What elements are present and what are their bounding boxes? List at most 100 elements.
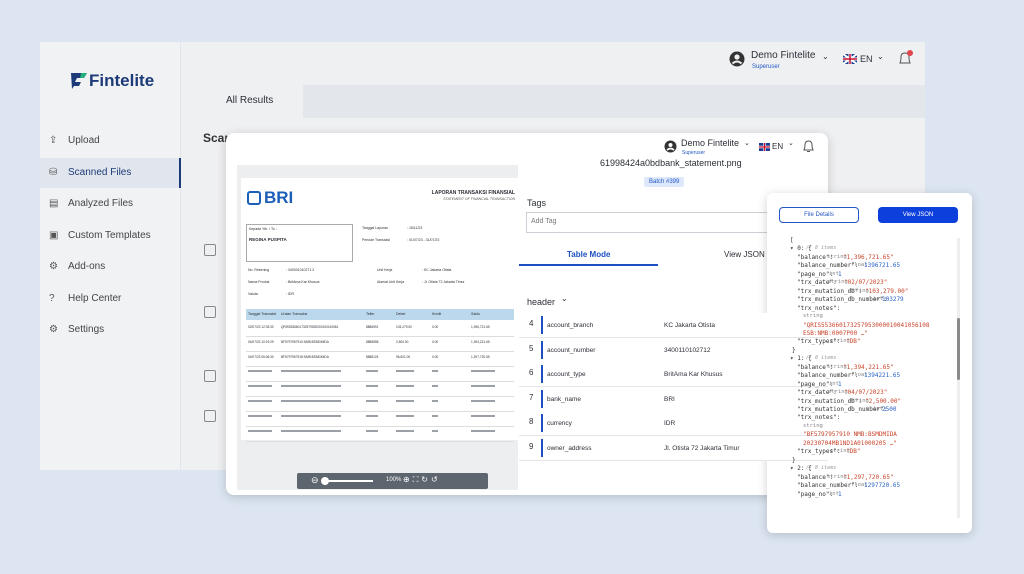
zoom-level: 100% (386, 477, 402, 483)
cell-placeholder (471, 385, 495, 387)
json-type: string (849, 287, 869, 294)
doc-field-label: No. Rekening (248, 268, 270, 272)
menu-icon[interactable]: ⇪ (49, 135, 58, 146)
language[interactable]: EN (860, 54, 873, 64)
menu-icon[interactable]: ▤ (49, 198, 59, 209)
cell: 0.00 (432, 340, 439, 344)
json-note: // 8 items (806, 355, 837, 362)
menu-icon[interactable]: ? (49, 292, 55, 304)
user-name: Demo Fintelite (681, 138, 740, 148)
json-type: int (829, 380, 839, 387)
json-key: "trx_types": (797, 338, 841, 346)
json-key: "balance": (797, 473, 834, 481)
json-type: string (830, 448, 850, 455)
json-object[interactable]: ▾ 1: { (790, 355, 812, 363)
zoom-slider[interactable] (323, 480, 373, 482)
menu-item[interactable]: Settings (68, 324, 105, 335)
json-value: "1,394,221.65" (843, 363, 894, 371)
button[interactable]: View JSON (878, 207, 958, 223)
json-key: "balance": (797, 253, 834, 261)
checkbox[interactable] (204, 244, 216, 256)
tab[interactable] (192, 85, 303, 118)
cell: 04/07/23 06:06:30 (248, 355, 274, 359)
tab-bar (192, 85, 925, 118)
json-key: "trx_date": (797, 389, 837, 397)
menu-item[interactable]: Analyzed Files (68, 198, 134, 209)
zoom-out[interactable]: ⊖ (311, 475, 319, 485)
scrollbar-thumb[interactable] (957, 318, 960, 380)
bell-icon[interactable] (802, 139, 815, 153)
menu-icon[interactable]: ⛁ (49, 166, 58, 178)
json-key: "trx_types": (797, 448, 841, 456)
cell-placeholder (248, 430, 272, 432)
json-key: "balance_number": (797, 372, 859, 380)
json-value: "DB" (846, 338, 861, 346)
cell-placeholder (432, 385, 438, 387)
button[interactable]: File Details (779, 207, 859, 223)
chevron[interactable]: ⌄ (788, 140, 794, 147)
chevron[interactable]: ⌄ (877, 52, 884, 61)
chevron[interactable]: ⌄ (744, 140, 750, 147)
json-bracket: [ (790, 237, 794, 244)
cell: 8888124 (366, 355, 379, 359)
json-object[interactable]: ▾ 2: { (790, 465, 812, 473)
language[interactable]: EN (772, 142, 784, 151)
bell-icon[interactable] (896, 50, 914, 68)
menu-icon[interactable]: ▣ (49, 229, 59, 241)
flag-icon[interactable] (759, 143, 770, 151)
row-marker (541, 389, 543, 408)
cell-placeholder (366, 370, 378, 372)
zoom-handle[interactable] (321, 477, 329, 485)
tag-input[interactable] (526, 212, 829, 233)
row-key: owner_address (547, 444, 592, 452)
doc-field-value: : KC Jakarta Otista (422, 268, 452, 272)
json-value: "04/07/2023" (844, 389, 888, 397)
json-type: float (851, 372, 868, 379)
menu-icon[interactable]: ⚙ (49, 324, 58, 335)
cell: 8888558 (366, 340, 379, 344)
row-index: 8 (529, 417, 534, 426)
menu-active-bg[interactable] (40, 157, 181, 188)
menu-item[interactable]: Scanned Files (68, 166, 132, 178)
tab[interactable]: Table Mode (567, 250, 611, 259)
cell-placeholder (471, 415, 495, 417)
cell: 0.00 (432, 355, 439, 359)
column-header: Teller (366, 312, 375, 316)
row-separator (246, 336, 514, 337)
json-value: "1,297,720.65" (843, 473, 894, 481)
checkbox[interactable] (204, 370, 216, 382)
column-header: Tanggal Transaksi (248, 312, 277, 316)
cell-placeholder (396, 400, 414, 402)
row-bg (519, 435, 828, 461)
menu-icon[interactable]: ⚙ (49, 261, 58, 272)
zoom-tools[interactable]: ⊕⛶↻↺ (403, 475, 441, 484)
tab[interactable]: View JSON (724, 250, 765, 259)
row-marker (541, 414, 543, 432)
cell: 04/07/23 10:19:29 (248, 340, 274, 344)
json-type: string (830, 338, 850, 345)
cell-placeholder (366, 385, 378, 387)
row-separator (246, 366, 514, 367)
tag-placeholder[interactable]: Add Tag (531, 218, 557, 225)
checkbox[interactable] (204, 306, 216, 318)
user-icon[interactable] (664, 140, 677, 153)
user-icon[interactable] (729, 51, 745, 67)
section-select[interactable]: header (527, 297, 556, 307)
checkbox[interactable] (204, 410, 216, 422)
json-value: 20230704MB1ND1A01000205 …" (803, 439, 897, 447)
menu-item[interactable]: Custom Templates (68, 229, 151, 241)
flag-icon[interactable] (843, 54, 857, 64)
sidebar (40, 42, 181, 470)
json-object[interactable]: ▾ 0: { (790, 245, 812, 253)
json-key: "trx_mutation_db": (797, 287, 863, 295)
bank-logo: BRI (264, 188, 294, 207)
doc-subtitle: STATEMENT OF FINANCIAL TRANSACTION (443, 197, 515, 201)
tab-label[interactable]: All Results (226, 95, 274, 106)
menu-item[interactable]: Help Center (68, 292, 122, 304)
row-index: 7 (529, 392, 534, 402)
menu-item[interactable]: Upload (68, 135, 100, 146)
chevron[interactable]: ⌄ (561, 294, 568, 303)
menu-item[interactable]: Add-ons (68, 261, 106, 272)
chevron[interactable]: ⌄ (822, 52, 829, 61)
json-key: "page_no": (797, 490, 834, 498)
